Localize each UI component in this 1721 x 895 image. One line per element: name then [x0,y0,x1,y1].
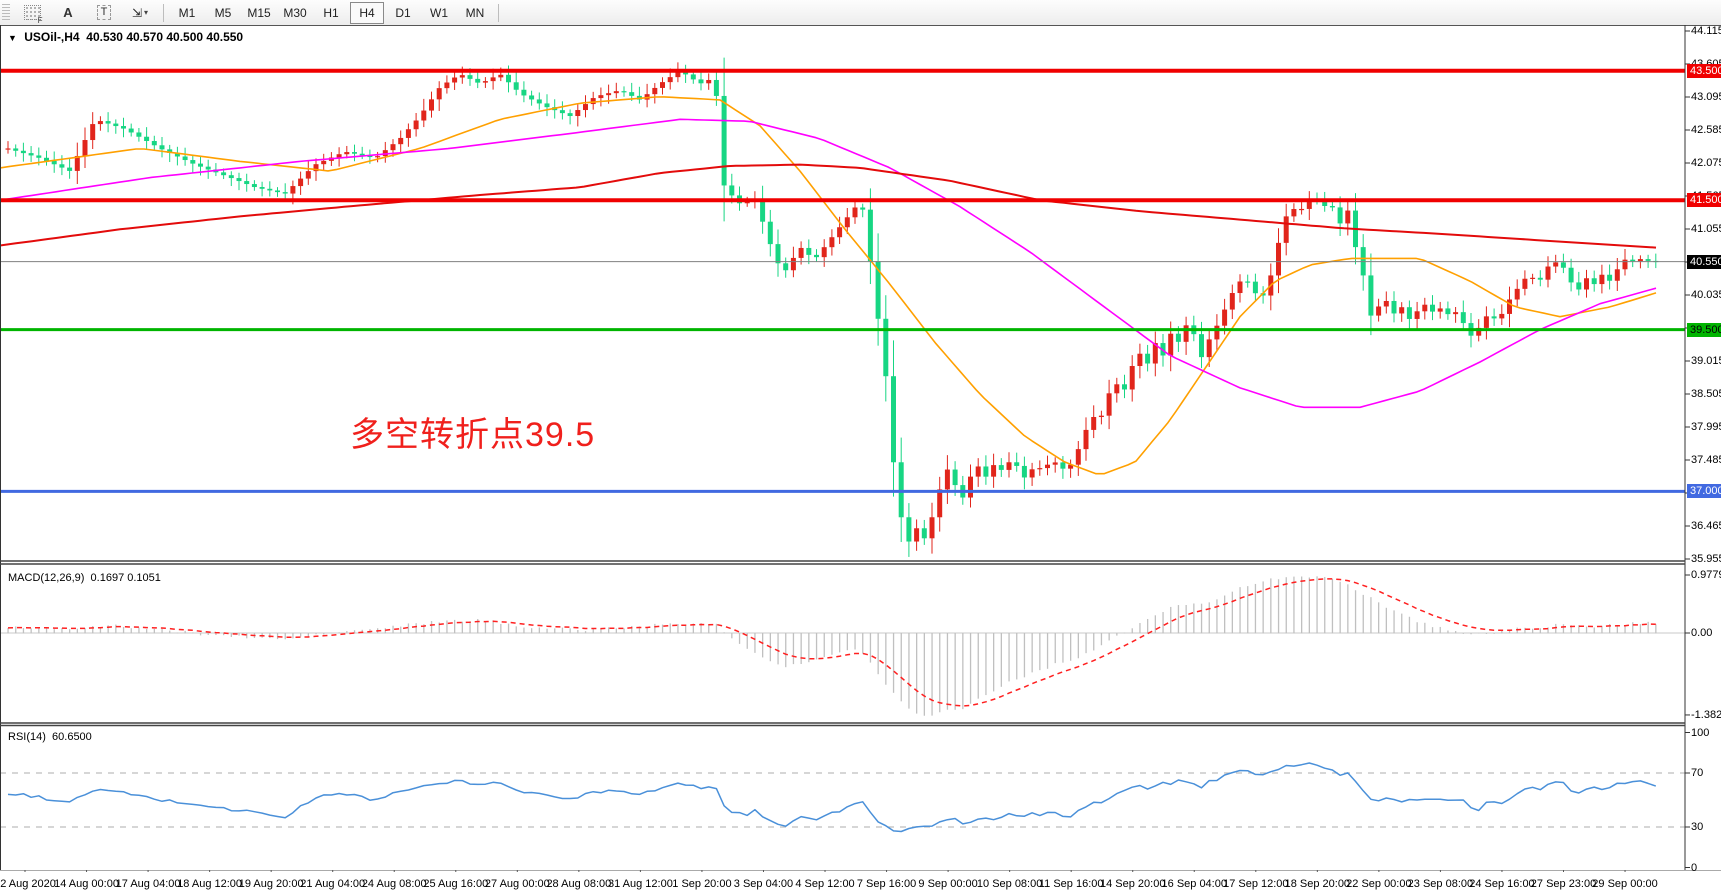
date-axis-label: 16 Sep 04:00 [1161,878,1227,890]
date-axis-label: 7 Sep 16:00 [856,878,917,890]
macd-axis-tick: 0.9779 [1691,569,1721,581]
timeframe-button-w1[interactable]: W1 [430,5,448,20]
top-toolbar: F A T ⇲ ▾ M1 M5 M15 M30 H1 H4 D1 W1 MN [0,0,1721,26]
date-axis-label: 29 Sep 00:00 [1592,878,1658,890]
date-axis-label: 28 Aug 08:00 [546,878,612,890]
timeframe-button-h4[interactable]: H4 [350,1,384,24]
price-level-badge: 37.000 [1687,484,1721,499]
chart-annotation-text: 多空转折点39.5 [350,416,596,454]
price-axis-tick: 37.995 [1691,421,1721,433]
snap-grid-button[interactable]: F [15,2,49,25]
date-axis-label: 17 Aug 04:00 [115,878,181,890]
text-label-button[interactable]: A [51,2,85,24]
timeframe-button-mn[interactable]: MN [465,5,485,20]
date-axis-label: 4 Sep 12:00 [795,878,855,890]
macd-axis-tick: 0.00 [1691,627,1713,639]
toolbar-separator [498,3,499,22]
date-axis-label: 24 Sep 16:00 [1469,878,1535,890]
price-axis-tick: 44.115 [1691,25,1721,37]
date-axis-label: 14 Aug 00:00 [54,878,119,890]
toolbar-grip[interactable] [2,3,10,22]
price-axis-tick: 36.465 [1691,520,1721,532]
rsi-axis-tick: 100 [1691,726,1710,739]
date-axis-label: 31 Aug 12:00 [607,878,673,890]
chart-symbol-title[interactable]: ▼ USOil-,H4 40.530 40.570 40.500 40.550 [8,30,243,44]
price-axis-tick: 43.095 [1691,91,1721,103]
chevron-down-icon: ▾ [144,8,149,17]
snap-grid-icon: F [23,5,43,25]
date-axis-label: 21 Aug 04:00 [300,878,366,890]
timeframe-button-m5[interactable]: M5 [214,5,232,20]
timeframe-button-m1[interactable]: M1 [178,5,196,20]
date-axis-label: 3 Sep 04:00 [733,878,794,890]
timeframe-button-h1[interactable]: H1 [323,5,339,20]
rsi-name: RSI(14) [8,731,46,743]
price-axis-tick: 38.505 [1691,388,1721,400]
timeframe-button-m15[interactable]: M15 [247,5,271,20]
rsi-axis-tick: 0 [1691,861,1698,874]
price-level-badge: 39.500 [1687,322,1721,337]
rsi-indicator-label: RSI(14) 60.6500 [8,731,92,743]
timeframe-group: M1 M5 M15 M30 H1 H4 D1 W1 MN [169,1,493,24]
collapse-arrow-icon[interactable]: ▼ [8,33,17,43]
rsi-axis-tick: 30 [1691,821,1704,833]
macd-axis-tick: -1.382 [1691,708,1721,721]
date-axis-label: 17 Sep 12:00 [1223,878,1289,890]
text-box-icon: T [96,5,112,20]
date-axis-label: 25 Aug 16:00 [423,878,489,890]
date-axis-label: 14 Sep 20:00 [1099,878,1166,890]
chart-frame: ▼ USOil-,H4 40.530 40.570 40.500 40.550 … [0,25,1721,890]
price-axis-tick: 37.485 [1691,454,1721,466]
text-box-button[interactable]: T [87,2,121,24]
price-axis-tick: 42.075 [1691,157,1721,169]
date-axis-label: 10 Sep 08:00 [976,878,1043,890]
date-axis-label: 19 Aug 20:00 [238,878,304,890]
arrows-object-button[interactable]: ⇲ ▾ [123,2,157,24]
macd-values: 0.1697 0.1051 [90,572,161,584]
ohlc-values: 40.530 40.570 40.500 40.550 [86,30,244,44]
price-axis-tick: 41.055 [1691,223,1721,235]
date-axis-label: 18 Aug 12:00 [177,878,243,890]
timeframe-button-m30[interactable]: M30 [283,5,307,20]
date-axis-label: 24 Aug 08:00 [361,878,427,890]
date-axis-label: 18 Sep 20:00 [1284,878,1351,890]
date-axis-label: 27 Aug 00:00 [484,878,550,890]
timeframe-button-d1[interactable]: D1 [395,5,411,20]
price-axis-tick: 40.035 [1691,289,1721,301]
rsi-axis-tick: 70 [1691,767,1704,779]
candlestick-chart-canvas[interactable] [0,25,1721,872]
date-axis-label: 11 Sep 16:00 [1038,878,1104,890]
price-level-badge: 41.500 [1687,193,1721,208]
date-axis-label: 12 Aug 2020 [0,878,56,890]
text-label-icon: A [63,5,73,20]
symbol-label: USOil-,H4 [24,30,80,44]
rsi-value: 60.6500 [52,731,92,743]
price-axis-tick: 42.585 [1691,124,1721,136]
price-level-badge: 40.550 [1687,254,1721,269]
date-axis-label: 1 Sep 20:00 [672,878,732,890]
toolbar-separator [163,3,164,22]
date-axis-label: 27 Sep 23:00 [1530,878,1597,890]
macd-indicator-label: MACD(12,26,9) 0.1697 0.1051 [8,572,161,584]
price-level-badge: 43.500 [1687,63,1721,78]
date-axis-label: 22 Sep 00:00 [1346,878,1412,890]
price-axis-tick: 39.015 [1691,355,1721,367]
arrows-object-icon: ⇲ [131,5,143,20]
date-axis-label: 23 Sep 08:00 [1407,878,1474,890]
macd-name: MACD(12,26,9) [8,572,85,584]
price-axis-tick: 35.955 [1691,553,1721,565]
date-axis-label: 9 Sep 00:00 [918,878,978,890]
